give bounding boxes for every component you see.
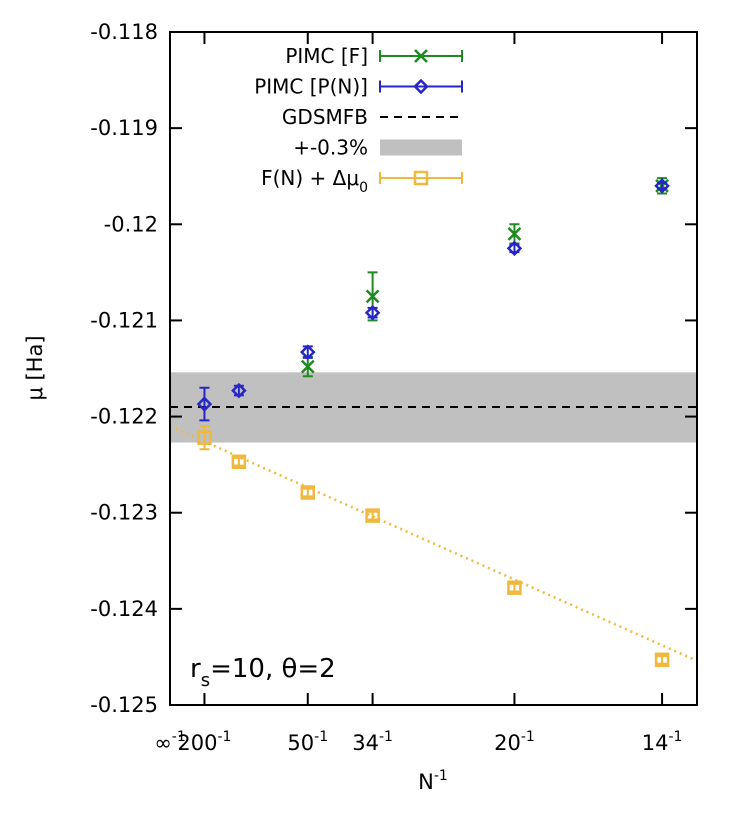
x-tick-label-3: 34-1 xyxy=(352,729,393,755)
y-tick-label-6: -0.124 xyxy=(90,597,158,621)
legend-line-4 xyxy=(379,172,463,184)
legend-label-1: PIMC [P(N)] xyxy=(254,75,368,99)
data-point-s1-p4 xyxy=(506,240,523,257)
plot-frame xyxy=(169,31,698,706)
legend-marker-0 xyxy=(414,49,428,63)
data-point-s2-p1 xyxy=(231,454,247,470)
legend-label-4: F(N) + Δμ0 xyxy=(261,166,368,196)
data-point-s1-p5 xyxy=(654,178,670,194)
y-axis-title: μ [Ha] xyxy=(23,335,47,400)
error-bar-s2-p5 xyxy=(657,654,668,665)
legend-label-2: GDSMFB xyxy=(282,105,368,129)
error-bar-s2-p1 xyxy=(233,456,244,467)
y-tick-label-5: -0.123 xyxy=(90,501,158,525)
y-tick-label-0: -0.118 xyxy=(90,20,158,44)
error-bar-s2-p0 xyxy=(199,425,210,451)
error-bar-s2-p2 xyxy=(302,487,313,498)
legend-label-0: PIMC [F] xyxy=(285,44,368,68)
y-tick-label-2: -0.12 xyxy=(104,212,158,236)
data-point-s2-p2 xyxy=(300,485,316,500)
parameter-annotation: rs=10, θ=2 xyxy=(190,654,336,691)
legend-marker-4 xyxy=(413,170,429,186)
legend-line-1 xyxy=(379,80,463,93)
legend-swatch-3 xyxy=(380,139,462,156)
data-point-s1-p3 xyxy=(364,304,381,321)
legend-marker-1 xyxy=(413,78,429,95)
y-tick-label-3: -0.121 xyxy=(90,308,158,332)
y-tick-label-7: -0.125 xyxy=(90,693,158,717)
error-bar-s1-p0 xyxy=(199,386,210,422)
y-tick-label-4: -0.122 xyxy=(90,405,158,429)
x-axis-title-sup: -1 xyxy=(434,768,448,784)
data-point-s2-p5 xyxy=(654,652,670,668)
x-tick-label-5: 14-1 xyxy=(642,729,683,755)
data-point-s2-p4 xyxy=(507,580,522,595)
reference-band xyxy=(170,372,697,443)
data-point-s0-p2 xyxy=(507,227,522,241)
data-point-s1-p1 xyxy=(231,382,247,399)
annotation-rest: =10, θ=2 xyxy=(210,654,336,684)
x-tick-label-2: 50-1 xyxy=(287,729,328,755)
error-bar-s2-p3 xyxy=(367,510,378,521)
data-point-s1-p0 xyxy=(196,396,213,412)
data-point-s0-p0 xyxy=(300,359,315,374)
data-point-s2-p0 xyxy=(197,430,212,445)
annotation-r-sub: s xyxy=(201,670,210,691)
error-bar-s2-p4 xyxy=(509,582,520,593)
annotation-r: r xyxy=(190,654,201,684)
data-point-s1-p2 xyxy=(300,344,316,360)
data-point-s2-p3 xyxy=(365,508,380,523)
fit-line xyxy=(169,425,698,662)
x-axis-title-base: N xyxy=(418,770,434,794)
legend-label-3: +-0.3% xyxy=(293,136,368,160)
x-tick-label-1: 200-1 xyxy=(177,729,231,755)
y-tick-label-1: -0.119 xyxy=(90,116,158,140)
x-tick-label-4: 20-1 xyxy=(494,729,535,755)
data-point-s0-p1 xyxy=(365,289,380,304)
x-tick-label-0: ∞-1 xyxy=(154,729,185,755)
x-axis-title: N-1 xyxy=(418,768,448,794)
